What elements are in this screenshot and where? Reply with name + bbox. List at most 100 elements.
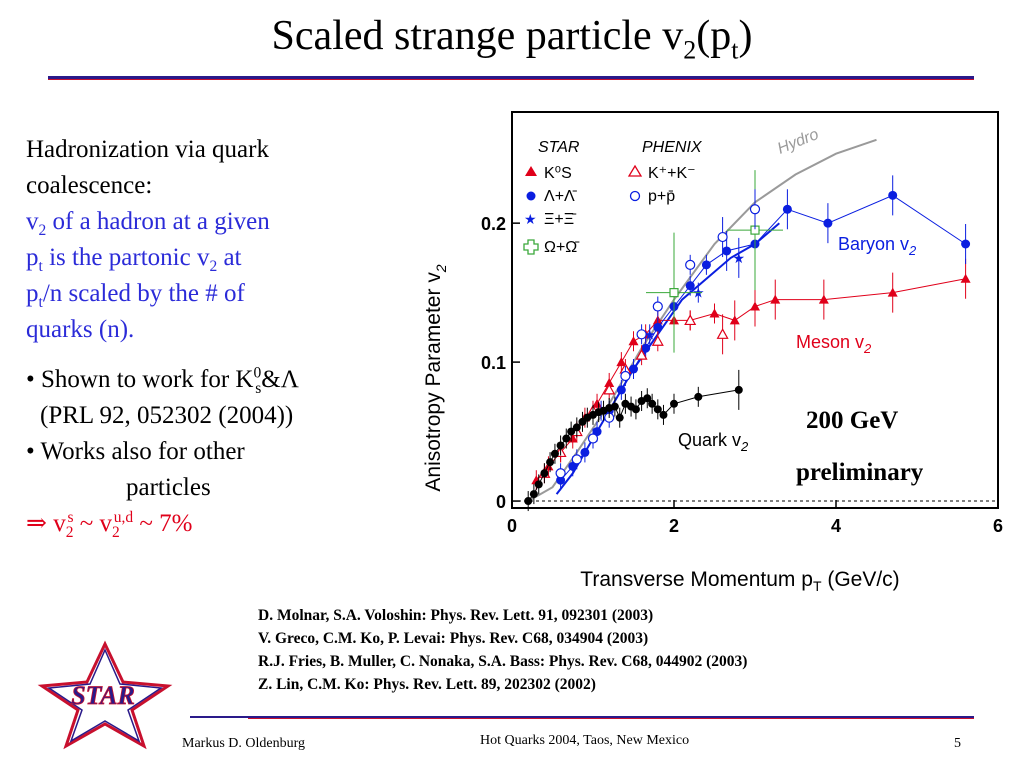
data-point: ★ bbox=[643, 328, 656, 343]
energy-label: 200 GeV bbox=[806, 407, 898, 434]
text-line-blue: quarks (n). bbox=[26, 316, 135, 343]
x-axis-label: Transverse Momentum pT (GeV/c) bbox=[580, 568, 899, 594]
star-outline-icon bbox=[46, 648, 164, 743]
legend-entry: Ξ+Ξ̄ bbox=[544, 211, 577, 228]
page-number: 5 bbox=[954, 736, 961, 751]
data-point bbox=[540, 469, 549, 478]
legend-entry: K⁰S bbox=[544, 165, 572, 182]
data-point bbox=[620, 370, 631, 382]
references: D. Molnar, S.A. Voloshin: Phys. Rev. Let… bbox=[258, 604, 747, 696]
legend: STAR PHENIX K⁰S Λ+Λ̄ ★ Ξ+Ξ̄ Ω+Ω̄ K⁺+K⁻ p… bbox=[523, 139, 703, 256]
data-point bbox=[550, 449, 559, 458]
series-1 bbox=[556, 175, 971, 491]
legend-marker-xi: ★ bbox=[524, 211, 537, 227]
hydro-label: Hydro bbox=[775, 126, 821, 158]
data-point bbox=[546, 458, 555, 467]
series-6 bbox=[524, 369, 743, 512]
data-point bbox=[648, 399, 657, 408]
data-point bbox=[592, 398, 603, 408]
legend-marker-omega bbox=[523, 239, 539, 255]
data-point bbox=[684, 314, 697, 326]
text-line-blue: pt/n scaled by the # of bbox=[26, 280, 245, 311]
data-point bbox=[603, 383, 616, 395]
y-tick-label: 0 bbox=[496, 492, 506, 512]
reference-item: V. Greco, C.M. Ko, P. Levai: Phys. Rev. … bbox=[258, 630, 649, 647]
data-point bbox=[670, 399, 678, 408]
reference-item: R.J. Fries, B. Muller, C. Nonaka, S.A. B… bbox=[258, 653, 748, 670]
y-tick-label: 0.2 bbox=[481, 214, 506, 234]
data-point bbox=[961, 239, 971, 249]
legend-marker-kpm bbox=[627, 164, 643, 177]
text-line-blue: v2 of a hadron at a given bbox=[26, 208, 270, 239]
data-point bbox=[669, 288, 679, 298]
data-point bbox=[636, 329, 647, 340]
legend-marker-lambda bbox=[526, 191, 536, 201]
data-point bbox=[616, 385, 626, 395]
data-point bbox=[750, 301, 760, 311]
text-line: Hadronization via quark bbox=[26, 136, 269, 163]
logo-text: STAR bbox=[71, 681, 135, 710]
plot-border bbox=[511, 111, 999, 509]
data-point bbox=[555, 468, 566, 479]
text-line-blue: pt is the partonic v2 at bbox=[26, 244, 242, 275]
data-point bbox=[653, 405, 662, 414]
bullet-item: • Shown to work for K0s&Λ bbox=[26, 364, 299, 397]
title-divider bbox=[48, 76, 974, 80]
data-point bbox=[556, 441, 565, 450]
bullet-text: Hadronization via quark coalescence: v2 … bbox=[26, 132, 406, 542]
data-point bbox=[615, 413, 624, 422]
data-point bbox=[818, 294, 829, 304]
footer-divider bbox=[248, 716, 974, 719]
x-tick-label: 0 bbox=[507, 516, 517, 536]
x-tick-label: 4 bbox=[831, 516, 841, 536]
legend-entry: p+p̄ bbox=[648, 188, 675, 205]
data-point bbox=[770, 294, 781, 304]
data-point bbox=[631, 405, 640, 414]
v2-chart: ★ ★ ★ ★ 0 2 4 6 0 0.1 0.2 Anisotropy Parameter v2… bbox=[422, 111, 1003, 594]
data-point bbox=[571, 454, 582, 465]
meson-label: Meson v2 bbox=[796, 332, 872, 356]
data-point bbox=[749, 204, 761, 215]
x-tick-label: 2 bbox=[669, 516, 679, 536]
data-point bbox=[587, 433, 599, 444]
data-point bbox=[562, 434, 571, 443]
legend-entry: K⁺+K⁻ bbox=[648, 165, 696, 182]
series-5 bbox=[555, 189, 761, 484]
text-line: coalescence: bbox=[26, 172, 153, 199]
data-point bbox=[734, 385, 743, 394]
data-point bbox=[635, 348, 648, 360]
data-point bbox=[629, 364, 638, 374]
data-point bbox=[887, 287, 898, 297]
data-point bbox=[534, 480, 543, 489]
legend-entry: Λ+Λ̄ bbox=[544, 188, 578, 205]
data-point bbox=[709, 308, 720, 318]
data-point: ★ bbox=[733, 252, 746, 267]
data-point bbox=[717, 231, 728, 243]
star-icon bbox=[37, 640, 173, 750]
legend-title-phenix: PHENIX bbox=[642, 139, 703, 156]
data-point bbox=[729, 315, 740, 325]
bullet-item: particles bbox=[126, 474, 211, 501]
baryon-label: Baryon v2 bbox=[838, 234, 917, 258]
data-point bbox=[659, 410, 668, 419]
data-point bbox=[628, 336, 639, 346]
data-point bbox=[694, 392, 703, 401]
data-point bbox=[641, 343, 651, 353]
data-point bbox=[685, 259, 696, 270]
data-point bbox=[610, 402, 619, 411]
data-point bbox=[960, 273, 971, 283]
footer-divider-left bbox=[190, 716, 248, 718]
data-point bbox=[651, 335, 664, 346]
data-point bbox=[685, 281, 695, 291]
data-point: ★ bbox=[692, 287, 705, 302]
data-point bbox=[580, 447, 590, 457]
data-point bbox=[782, 204, 792, 214]
reference-item: D. Molnar, S.A. Voloshin: Phys. Rev. Let… bbox=[258, 607, 654, 624]
conclusion: ⇒ v2s ~ v2u,d ~ 7% bbox=[26, 508, 193, 541]
data-point bbox=[722, 246, 732, 256]
bullet-item: (PRL 92, 052302 (2004)) bbox=[40, 402, 294, 429]
page-title: Scaled strange particle v2(pt) bbox=[271, 13, 753, 65]
legend-marker-k0s bbox=[525, 166, 537, 176]
bullet-item: • Works also for other bbox=[26, 438, 245, 465]
legend-marker-p bbox=[629, 190, 641, 202]
